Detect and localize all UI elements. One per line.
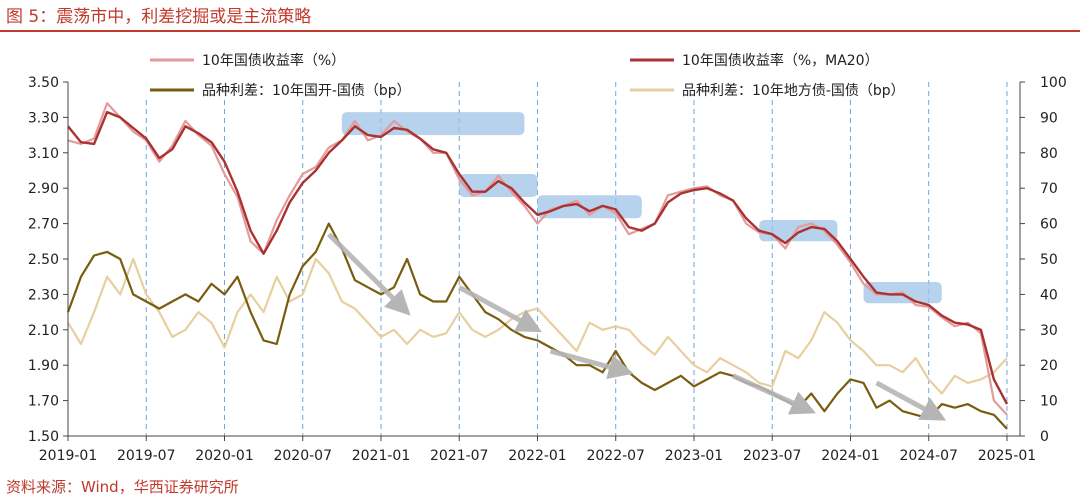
right-tick-30: 30 (1040, 323, 1058, 339)
x-tick-2023-01: 2023-01 (665, 448, 724, 464)
legend-bg-4 (622, 79, 922, 99)
highlight-box-4 (759, 220, 838, 242)
right-tick-20: 20 (1040, 358, 1058, 374)
left-tick-2.70: 2.70 (28, 217, 59, 233)
x-tick-2024-07: 2024-07 (899, 448, 958, 464)
series-line-3 (66, 222, 1008, 430)
legend-bg-3 (142, 79, 442, 99)
title-rule (0, 30, 1080, 32)
series-layer (66, 102, 1009, 430)
x-tick-2019-07: 2019-07 (117, 448, 176, 464)
right-tick-50: 50 (1040, 252, 1058, 268)
left-tick-1.50: 1.50 (28, 429, 59, 445)
left-tick-2.10: 2.10 (28, 323, 59, 339)
legend-layer: 10年国债收益率（%） 10年国债收益率（%，MA20） 品种利差：10年国开-国债… (142, 49, 922, 99)
axis-layer: 2019-01 2019-07 2020-01 2020-07 2021-01 2021-… (28, 75, 1067, 464)
legend-entry-4: 品种利差：10年地方债-国债（bp） (622, 79, 922, 99)
x-tick-2025-01: 2025-01 (978, 448, 1037, 464)
source-note: 资料来源：Wind，华西证券研究所 (6, 478, 239, 496)
x-tick-2021-01: 2021-01 (352, 448, 411, 464)
x-tick-2022-07: 2022-07 (586, 448, 645, 464)
right-tick-100: 100 (1040, 75, 1067, 91)
trend-arrow-3 (549, 348, 634, 380)
legend-label-3: 品种利差：10年国开-国债（bp） (202, 83, 411, 99)
right-tick-60: 60 (1040, 217, 1058, 233)
figure-title: 图 5：震荡市中，利差挖掘或是主流策略 (6, 7, 312, 27)
right-tick-0: 0 (1040, 429, 1049, 445)
left-tick-2.30: 2.30 (28, 287, 59, 303)
legend-bg-2 (622, 49, 922, 69)
x-tick-2020-07: 2020-07 (273, 448, 332, 464)
legend-label-1: 10年国债收益率（%） (202, 52, 345, 69)
right-tick-10: 10 (1040, 394, 1058, 410)
right-tick-70: 70 (1040, 181, 1058, 197)
highlight-box-layer (341, 112, 942, 304)
series-line-1 (67, 102, 1008, 416)
trend-arrow-1 (327, 232, 411, 316)
left-tick-3.30: 3.30 (28, 110, 59, 126)
left-tick-2.50: 2.50 (28, 252, 59, 268)
left-tick-1.90: 1.90 (28, 358, 59, 374)
trend-arrow-5 (875, 380, 947, 421)
left-tick-2.90: 2.90 (28, 181, 59, 197)
trend-arrow-2 (458, 285, 542, 333)
legend-label-4: 品种利差：10年地方债-国债（bp） (682, 83, 905, 99)
legend-entry-2: 10年国债收益率（%，MA20） (622, 49, 922, 69)
right-tick-90: 90 (1040, 110, 1058, 126)
x-tick-2024-01: 2024-01 (821, 448, 880, 464)
x-tick-2022-01: 2022-01 (508, 448, 567, 464)
left-tick-1.70: 1.70 (28, 394, 59, 410)
highlight-box-1 (341, 112, 525, 136)
series-line-2 (67, 110, 1009, 405)
legend-label-2: 10年国债收益率（%，MA20） (682, 52, 879, 69)
legend-entry-3: 品种利差：10年国开-国债（bp） (142, 79, 442, 99)
right-tick-80: 80 (1040, 146, 1058, 162)
trend-arrow-layer (327, 232, 947, 421)
left-tick-3.50: 3.50 (28, 75, 59, 91)
left-tick-3.10: 3.10 (28, 146, 59, 162)
trend-arrow-4 (732, 373, 816, 415)
right-tick-40: 40 (1040, 287, 1058, 303)
x-tick-2023-07: 2023-07 (743, 448, 802, 464)
x-tick-2021-07: 2021-07 (430, 448, 489, 464)
legend-entry-1: 10年国债收益率（%） (142, 49, 442, 69)
x-tick-2020-01: 2020-01 (195, 448, 254, 464)
x-tick-2019-01: 2019-01 (39, 448, 98, 464)
legend-bg-1 (142, 49, 442, 69)
series-line-4 (67, 257, 1008, 395)
